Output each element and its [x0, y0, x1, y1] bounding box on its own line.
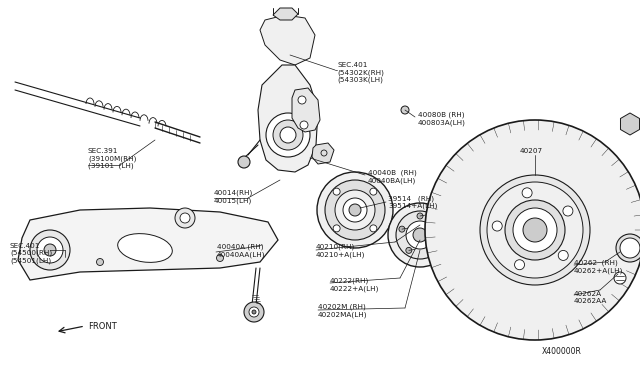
Text: 40210(RH)
40210+A(LH): 40210(RH) 40210+A(LH): [316, 244, 365, 258]
Circle shape: [399, 226, 405, 232]
Circle shape: [180, 213, 190, 223]
Circle shape: [238, 156, 250, 168]
Text: 40262A
40262AA: 40262A 40262AA: [574, 291, 607, 304]
Circle shape: [30, 230, 70, 270]
Text: 40262  (RH)
40262+A(LH): 40262 (RH) 40262+A(LH): [574, 260, 623, 274]
Circle shape: [406, 247, 412, 253]
Circle shape: [273, 120, 303, 150]
Circle shape: [558, 250, 568, 260]
Text: SEC.401
(54302K(RH)
(54303K(LH): SEC.401 (54302K(RH) (54303K(LH): [337, 62, 384, 83]
Polygon shape: [260, 15, 315, 65]
Circle shape: [388, 203, 452, 267]
Circle shape: [333, 225, 340, 232]
Text: 40040A (RH)
40040AA(LH): 40040A (RH) 40040AA(LH): [217, 244, 266, 258]
Circle shape: [44, 244, 56, 256]
Circle shape: [428, 247, 434, 253]
Circle shape: [616, 234, 640, 262]
Text: 40080B (RH)
400803A(LH): 40080B (RH) 400803A(LH): [418, 112, 466, 126]
Circle shape: [97, 259, 104, 266]
Circle shape: [425, 120, 640, 340]
Text: 40207: 40207: [520, 148, 543, 154]
Circle shape: [620, 238, 640, 258]
Circle shape: [335, 190, 375, 230]
Polygon shape: [273, 8, 298, 20]
Circle shape: [614, 272, 626, 284]
Circle shape: [396, 211, 444, 259]
Circle shape: [280, 127, 296, 143]
Text: SEC.391
(39100M(RH)
(39101  (LH): SEC.391 (39100M(RH) (39101 (LH): [88, 148, 136, 169]
Circle shape: [325, 180, 385, 240]
Polygon shape: [312, 143, 334, 164]
Circle shape: [349, 204, 361, 216]
Polygon shape: [292, 88, 320, 132]
Circle shape: [216, 254, 223, 262]
Circle shape: [244, 302, 264, 322]
Circle shape: [401, 106, 409, 114]
Circle shape: [435, 226, 441, 232]
Circle shape: [370, 225, 377, 232]
Circle shape: [266, 113, 310, 157]
Circle shape: [175, 208, 195, 228]
Circle shape: [300, 121, 308, 129]
Circle shape: [406, 221, 434, 249]
Circle shape: [563, 206, 573, 216]
Circle shape: [523, 218, 547, 242]
Circle shape: [370, 188, 377, 195]
Circle shape: [413, 228, 427, 242]
Ellipse shape: [118, 234, 172, 262]
Text: SEC.401
(54500(RH)
(54501(LH): SEC.401 (54500(RH) (54501(LH): [10, 243, 52, 264]
Polygon shape: [258, 65, 318, 172]
Circle shape: [249, 307, 259, 317]
Circle shape: [505, 200, 565, 260]
Text: 39514   (RH)
39514+A(LH): 39514 (RH) 39514+A(LH): [388, 195, 437, 209]
Circle shape: [513, 208, 557, 252]
Circle shape: [522, 188, 532, 198]
Circle shape: [317, 172, 393, 248]
Text: 40040B  (RH)
40040BA(LH): 40040B (RH) 40040BA(LH): [368, 170, 417, 184]
Text: 40222(RH)
40222+A(LH): 40222(RH) 40222+A(LH): [330, 278, 380, 292]
Circle shape: [417, 213, 423, 219]
Circle shape: [343, 198, 367, 222]
Text: 40014(RH)
40015(LH): 40014(RH) 40015(LH): [214, 190, 253, 204]
Circle shape: [252, 310, 256, 314]
Text: X400000R: X400000R: [542, 347, 582, 356]
Circle shape: [487, 182, 583, 278]
Circle shape: [37, 237, 63, 263]
Text: 40202M (RH)
40202MA(LH): 40202M (RH) 40202MA(LH): [318, 304, 367, 318]
Circle shape: [492, 221, 502, 231]
Circle shape: [515, 260, 525, 270]
Polygon shape: [18, 208, 278, 280]
Text: FRONT: FRONT: [88, 322, 116, 331]
Circle shape: [333, 188, 340, 195]
Circle shape: [298, 96, 306, 104]
Polygon shape: [620, 113, 639, 135]
Circle shape: [480, 175, 590, 285]
